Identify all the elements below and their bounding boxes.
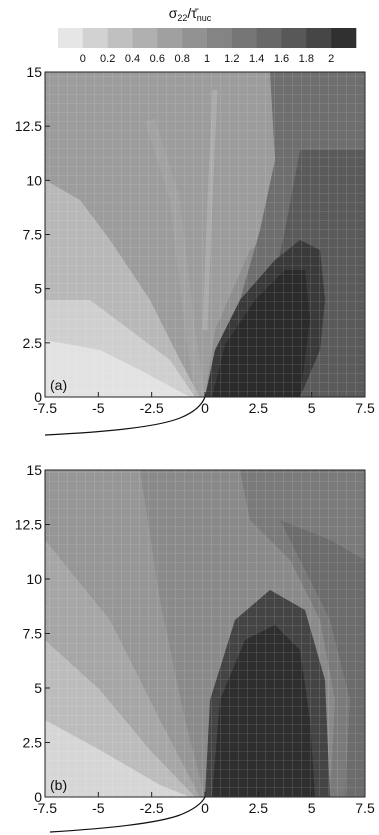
colorbar-ticks: 0 0.2 0.4 0.6 0.8 1 1.2 1.4 1.6 1.8 2: [80, 53, 334, 65]
y-tick-label: 0: [34, 389, 42, 405]
x-tick-label: 7.5: [355, 400, 375, 416]
y-tick-label: 5: [34, 680, 42, 696]
x-tick-label: -2.5: [140, 400, 164, 416]
y-tick-label: 10: [26, 172, 42, 188]
panel-a: (a) 0 2.5 5 7.5 10 12.5 15 -7.5 -5 -2.5 0 2.5 5 7.5: [15, 64, 375, 436]
colorbar-tick-label: 1.4: [249, 53, 264, 65]
colorbar-swatch: [132, 28, 158, 48]
colorbar-title-sep: /: [187, 5, 191, 21]
colorbar-swatch: [281, 28, 307, 48]
colorbar-tick-label: 0.4: [125, 53, 140, 65]
x-tick-label: -5: [92, 400, 105, 416]
colorbar: [58, 28, 357, 48]
y-tick-label: 0: [34, 789, 42, 805]
colorbar-swatch: [306, 28, 332, 48]
y-tick-label: 2.5: [23, 335, 43, 351]
y-tick-label: 7.5: [23, 626, 43, 642]
colorbar-swatch: [182, 28, 208, 48]
colorbar-tick-label: 0: [80, 53, 86, 65]
panel-b-label: (b): [50, 777, 67, 793]
colorbar-title: σ22/τ̄nuc: [169, 5, 212, 23]
x-tick-label: 2.5: [249, 400, 269, 416]
colorbar-title-denominator-sub: nuc: [197, 13, 212, 23]
panel-b-crack-path: [49, 796, 206, 833]
colorbar-tick-label: 0.8: [175, 53, 190, 65]
colorbar-tick-label: 1.6: [274, 53, 289, 65]
panel-a-crack-path: [44, 396, 206, 436]
x-tick-label: 5: [308, 800, 316, 816]
colorbar-swatch: [256, 28, 282, 48]
y-tick-label: 15: [26, 64, 42, 80]
colorbar-swatch: [58, 28, 84, 48]
x-tick-label: 5: [308, 400, 316, 416]
x-tick-label: -2.5: [140, 800, 164, 816]
y-tick-label: 12.5: [15, 118, 42, 134]
colorbar-title-main: σ: [169, 5, 178, 21]
colorbar-swatch: [231, 28, 257, 48]
panel-a-x-axis: -7.5 -5 -2.5 0 2.5 5 7.5: [33, 392, 375, 416]
y-tick-label: 10: [26, 571, 42, 587]
panel-b-y-axis: 0 2.5 5 7.5 10 12.5 15: [15, 462, 50, 805]
y-tick-label: 15: [26, 462, 42, 478]
colorbar-tick-label: 1.8: [299, 53, 314, 65]
colorbar-swatch: [331, 28, 357, 48]
panel-a-field: [45, 72, 365, 397]
y-tick-label: 7.5: [23, 227, 43, 243]
colorbar-swatch: [207, 28, 233, 48]
colorbar-title-denominator: τ̄: [191, 5, 199, 21]
panel-a-y-axis: 0 2.5 5 7.5 10 12.5 15: [15, 64, 50, 405]
x-tick-label: -5: [92, 800, 105, 816]
colorbar-tick-label: 2: [328, 53, 334, 65]
colorbar-title-main-sub: 22: [177, 13, 187, 23]
colorbar-swatch: [157, 28, 183, 48]
y-tick-label: 2.5: [23, 735, 43, 751]
x-tick-label: 0: [201, 800, 209, 816]
panel-b-field: [45, 470, 365, 797]
x-tick-label: -7.5: [33, 800, 57, 816]
x-tick-label: 7.5: [355, 800, 375, 816]
colorbar-swatch: [82, 28, 108, 48]
panel-a-label: (a): [50, 377, 67, 393]
x-tick-label: -7.5: [33, 400, 57, 416]
colorbar-tick-label: 1.2: [224, 53, 239, 65]
panel-b: (b) 0 2.5 5 7.5 10 12.5 15 -7.5 -5 -2.5 0 2.5 5 7.5: [15, 462, 375, 833]
x-tick-label: 2.5: [249, 800, 269, 816]
colorbar-swatch: [107, 28, 133, 48]
y-tick-label: 5: [34, 281, 42, 297]
colorbar-tick-label: 0.6: [150, 53, 165, 65]
panel-b-x-axis: -7.5 -5 -2.5 0 2.5 5 7.5: [33, 792, 375, 816]
y-tick-label: 12.5: [15, 517, 42, 533]
x-tick-label: 0: [201, 400, 209, 416]
colorbar-tick-label: 0.2: [100, 53, 115, 65]
colorbar-tick-label: 1: [204, 53, 210, 65]
